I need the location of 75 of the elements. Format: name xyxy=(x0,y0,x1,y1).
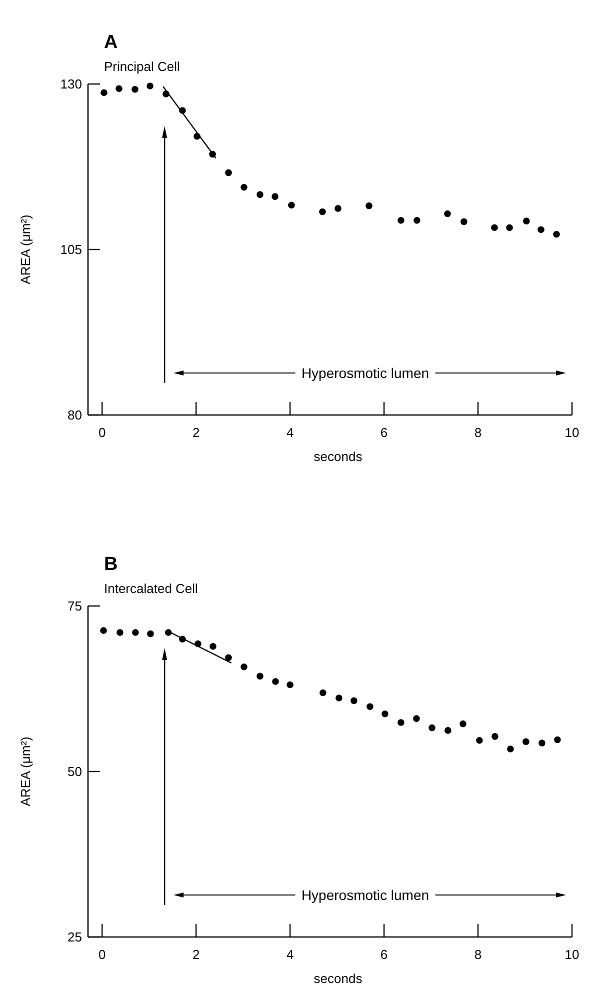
chart-title: A xyxy=(104,32,118,53)
point xyxy=(116,85,122,92)
point xyxy=(553,230,560,238)
point xyxy=(116,629,124,636)
x-tick-label: 8 xyxy=(474,425,482,440)
point xyxy=(398,216,404,224)
point xyxy=(554,736,561,744)
point xyxy=(132,86,138,93)
y-tick-label: 130 xyxy=(60,76,82,92)
annotation: Hyperosmotic lumen xyxy=(301,364,430,381)
point xyxy=(414,216,420,224)
point xyxy=(538,740,546,746)
point xyxy=(334,205,342,212)
point xyxy=(100,627,107,634)
point xyxy=(398,719,404,726)
x-tick-label: 10 xyxy=(564,425,580,440)
point xyxy=(491,224,498,232)
chart-title: B xyxy=(104,554,118,575)
point xyxy=(256,191,264,198)
point xyxy=(147,630,154,638)
point xyxy=(428,724,436,732)
y-axis-title: AREA (μm²) xyxy=(18,214,33,284)
point xyxy=(240,184,248,191)
annotation: Hyperosmotic lumen xyxy=(301,886,430,903)
x-tick-label: 4 xyxy=(286,425,294,440)
point xyxy=(506,224,513,232)
x-tick-label: 0 xyxy=(98,947,106,962)
y-tick-label: 80 xyxy=(68,408,82,423)
y-tick-label: 75 xyxy=(68,598,82,614)
x-axis-title: seconds xyxy=(314,971,363,986)
point xyxy=(225,654,232,662)
x-tick-label: 10 xyxy=(564,947,580,962)
point xyxy=(444,210,451,218)
point xyxy=(286,681,294,688)
x-tick-label: 4 xyxy=(286,947,294,962)
point xyxy=(350,697,358,704)
point xyxy=(413,715,420,722)
x-tick-label: 2 xyxy=(192,947,200,962)
point xyxy=(507,746,514,752)
point xyxy=(382,710,388,718)
point xyxy=(272,678,279,685)
point xyxy=(288,202,295,209)
x-tick-label: 2 xyxy=(192,425,200,440)
point xyxy=(538,226,544,234)
y-axis-title: AREA (μm²) xyxy=(18,736,33,806)
point xyxy=(460,218,468,226)
y-tick-label: 105 xyxy=(60,242,82,258)
point xyxy=(444,727,452,734)
x-tick-label: 6 xyxy=(380,947,388,962)
point xyxy=(336,694,342,702)
point xyxy=(225,169,232,176)
y-tick-label: 50 xyxy=(68,764,82,780)
chart-subtitle: Principal Cell xyxy=(104,59,180,74)
x-axis-title: seconds xyxy=(314,449,363,464)
chart-subtitle: Intercalated Cell xyxy=(104,581,198,596)
point xyxy=(366,703,374,710)
point xyxy=(256,672,264,680)
point xyxy=(476,736,483,744)
point xyxy=(320,689,326,696)
point xyxy=(132,629,139,636)
point xyxy=(210,642,216,650)
y-tick-label: 25 xyxy=(68,930,82,945)
point xyxy=(100,89,108,96)
point xyxy=(146,82,154,90)
point xyxy=(492,733,498,740)
point xyxy=(522,738,530,746)
x-tick-label: 8 xyxy=(474,947,482,962)
point xyxy=(523,218,530,224)
x-tick-label: 0 xyxy=(98,425,106,440)
point xyxy=(366,202,372,210)
point xyxy=(460,720,466,728)
point xyxy=(319,208,326,216)
point xyxy=(240,664,248,670)
point xyxy=(272,193,278,200)
x-tick-label: 6 xyxy=(380,425,388,440)
